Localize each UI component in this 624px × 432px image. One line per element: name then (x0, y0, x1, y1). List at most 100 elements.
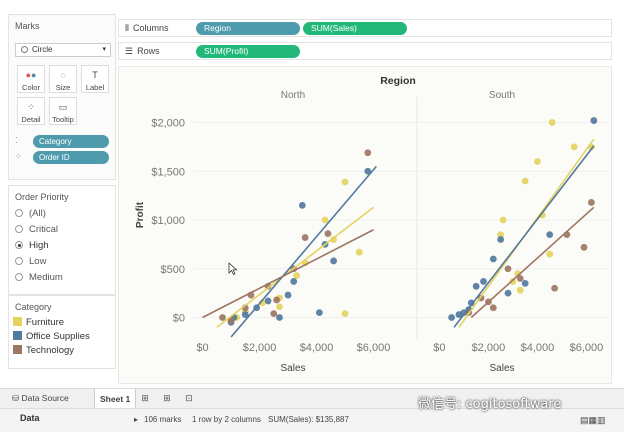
trend-line[interactable] (470, 206, 595, 319)
data-point[interactable] (516, 286, 524, 294)
data-point[interactable] (298, 201, 306, 209)
legend-item-technology[interactable]: Technology (9, 344, 115, 358)
data-point[interactable] (509, 278, 517, 285)
data-point[interactable] (570, 143, 578, 151)
x-axis-title-north: Sales (280, 363, 305, 374)
data-point[interactable] (341, 310, 349, 317)
rows-shelf[interactable]: ☰ Rows SUM(Profit) (118, 42, 612, 60)
data-point[interactable] (227, 317, 235, 324)
size-button[interactable]: ◌ Size (49, 65, 77, 93)
new-dashboard-icon[interactable]: ⊞ (163, 393, 171, 403)
detail-button[interactable]: ⁘ Detail (17, 97, 45, 125)
marks-title: Marks (15, 21, 40, 31)
radio-option-critical[interactable]: Critical (9, 222, 115, 238)
data-point[interactable] (276, 314, 283, 321)
trend-line[interactable] (453, 145, 595, 328)
data-point[interactable] (448, 314, 456, 321)
data-point[interactable] (293, 272, 300, 279)
data-point[interactable] (497, 231, 505, 239)
data-point[interactable] (321, 216, 329, 224)
new-worksheet-icon[interactable]: ⊞ (141, 393, 149, 403)
watermark: 微信号: cogitosoftware (418, 397, 562, 412)
data-point[interactable] (548, 119, 556, 126)
tooltip-button[interactable]: ▭ Tooltip (49, 97, 77, 125)
data-point[interactable] (504, 289, 512, 297)
data-point[interactable] (301, 234, 309, 241)
data-point[interactable] (276, 303, 283, 311)
sum-sales-pill[interactable]: SUM(Sales) (303, 22, 407, 35)
mouse-cursor-icon (228, 262, 238, 276)
order-priority-filter: Order Priority (All) Critical High Low M… (8, 185, 116, 295)
radio-option-medium[interactable]: Medium (9, 270, 115, 286)
mark-type-dropdown[interactable]: Circle ▾ (15, 43, 111, 57)
data-point[interactable] (341, 178, 349, 186)
data-point[interactable] (219, 314, 226, 321)
data-point[interactable] (330, 257, 338, 265)
legend-swatch (13, 331, 22, 340)
data-point[interactable] (504, 265, 512, 273)
data-point[interactable] (364, 167, 372, 175)
data-point[interactable] (330, 236, 338, 243)
radio-option-high[interactable]: High (9, 238, 115, 254)
trend-line[interactable] (202, 229, 374, 319)
data-point[interactable] (241, 311, 249, 318)
data-point[interactable] (546, 250, 554, 258)
view-toggle-icon[interactable]: ▤▦▥ (580, 415, 606, 425)
order-priority-title: Order Priority (15, 192, 69, 202)
label-button[interactable]: T Label (81, 65, 109, 93)
category-legend: Category Furniture Office Supplies Techn… (8, 295, 116, 369)
color-dots-icon: ⁚ (15, 136, 18, 145)
data-point[interactable] (534, 158, 541, 165)
data-point[interactable] (546, 231, 554, 239)
data-point[interactable] (521, 177, 529, 185)
data-point[interactable] (480, 278, 487, 285)
color-button[interactable]: ●● Color (17, 65, 45, 93)
data-point[interactable] (355, 248, 363, 256)
data-point[interactable] (551, 284, 559, 292)
category-pill[interactable]: Category (33, 135, 109, 148)
legend-item-furniture[interactable]: Furniture (9, 316, 115, 330)
radio-option-low[interactable]: Low (9, 254, 115, 270)
marks-count-icon: ▸ (134, 415, 139, 424)
legend-item-office-supplies[interactable]: Office Supplies (9, 330, 115, 344)
data-point[interactable] (273, 296, 281, 304)
sum-sales-status: SUM(Sales): $135,887 (268, 415, 349, 424)
radio-icon (15, 225, 23, 233)
scatter-chart[interactable]: Region North South Profit Sales Sales $0… (118, 66, 612, 384)
columns-shelf[interactable]: ⦀ Columns Region SUM(Sales) (118, 19, 612, 37)
size-icon: ◌ (60, 70, 66, 80)
radio-icon (15, 209, 23, 217)
data-point[interactable] (590, 117, 598, 124)
data-point[interactable] (587, 199, 595, 206)
left-panel: Marks Circle ▾ ●● Color ◌ Size T Label ⁘… (8, 14, 116, 386)
sheet-1-tab[interactable]: Sheet 1 (94, 389, 137, 409)
data-point[interactable] (284, 291, 292, 299)
data-point[interactable] (364, 149, 372, 157)
data-point[interactable] (324, 230, 332, 238)
data-point[interactable] (264, 297, 272, 305)
data-point[interactable] (516, 275, 524, 282)
region-pill[interactable]: Region (196, 22, 300, 35)
sum-profit-pill[interactable]: SUM(Profit) (196, 45, 300, 58)
chart-layer: $0 $500 $1,000 $1,500 $2,000 $0 $2,000 $4,000 $6… (151, 97, 611, 354)
radio-option-all[interactable]: (All) (9, 206, 115, 222)
data-point[interactable] (497, 236, 505, 243)
data-point[interactable] (580, 243, 588, 251)
data-point[interactable] (290, 278, 298, 285)
data-point[interactable] (270, 310, 278, 317)
new-story-icon[interactable]: ⊡ (185, 393, 193, 403)
data-point[interactable] (521, 279, 529, 287)
data-point[interactable] (460, 309, 468, 317)
data-point[interactable] (499, 216, 507, 224)
data-point[interactable] (489, 304, 497, 312)
data-point[interactable] (467, 299, 475, 307)
order-id-pill[interactable]: Order ID (33, 151, 109, 164)
y-tick-label: $500 (161, 264, 185, 276)
y-tick-label: $1,000 (151, 215, 185, 227)
data-point[interactable] (315, 309, 323, 317)
data-point[interactable] (489, 255, 497, 263)
data-source-tab[interactable]: ⛁ Data Source (12, 393, 69, 403)
trend-line[interactable] (230, 165, 377, 338)
data-point[interactable] (472, 282, 480, 290)
trend-line[interactable] (216, 206, 374, 328)
